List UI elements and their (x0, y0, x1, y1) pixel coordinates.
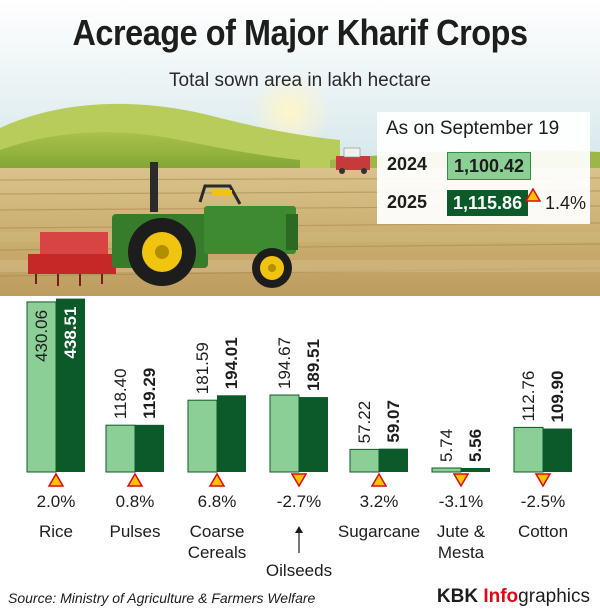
change-label: -3.1% (439, 492, 483, 511)
data-label: 438.51 (61, 307, 80, 359)
category-label-line: Mesta (438, 543, 485, 562)
summary-year-2024: 2024 (387, 154, 428, 174)
bar (187, 399, 218, 473)
category-label: Oilseeds (266, 561, 332, 580)
field-strip (0, 232, 600, 242)
category-label-line: Sugarcane (338, 522, 420, 541)
bar (217, 395, 246, 472)
summary-as-on-label: As on September 19 (386, 118, 560, 139)
brand-info: Info (483, 586, 519, 607)
summary-up-triangle-icon (525, 188, 541, 202)
data-label: 57.22 (355, 401, 374, 444)
change-label: 3.2% (360, 492, 399, 511)
data-label: 5.56 (466, 429, 485, 462)
bar (26, 301, 57, 473)
data-label: 119.29 (140, 368, 159, 419)
combine-harvester (336, 147, 370, 174)
category-label-line: Jute & (437, 522, 486, 541)
bar-chart: 430.06 438.51 2.0% Rice 118.40 119.29 0.8% Puls… (26, 298, 572, 580)
category-label-line: Cotton (518, 522, 568, 541)
data-label: 189.51 (304, 339, 323, 391)
change-label: 6.8% (198, 492, 237, 511)
brand-kbk: KBK (436, 586, 484, 607)
category-label-line: Pulses (109, 522, 160, 541)
up-triangle-icon (47, 472, 65, 487)
bar (349, 448, 380, 473)
data-label: 59.07 (384, 400, 403, 443)
bar (513, 426, 544, 473)
down-triangle-icon (534, 473, 552, 488)
summary-panel: As on September 19 2024 1,100.42 2025 1,… (377, 112, 590, 224)
data-label: 181.59 (193, 342, 212, 394)
page-subtitle: Total sown area in lakh hectare (169, 70, 431, 91)
up-triangle-icon (126, 472, 144, 487)
category-label: Sugarcane (338, 522, 420, 541)
brand-logo: KBK Infographics (437, 586, 590, 608)
bar (105, 424, 136, 473)
bar (543, 428, 572, 472)
summary-change: 1.4% (545, 193, 587, 213)
data-label: 112.76 (519, 371, 538, 422)
category-label-line: Rice (39, 522, 73, 541)
brand-graphics: graphics (518, 586, 590, 607)
source-note: Source: Ministry of Agriculture & Farmer… (8, 590, 316, 606)
change-label: -2.5% (521, 492, 565, 511)
bar (431, 467, 462, 473)
category-label-line: Cereals (188, 543, 247, 562)
down-triangle-icon (290, 473, 308, 488)
category-label: Coarse Cereals (188, 522, 247, 562)
change-label: 2.0% (37, 492, 76, 511)
bar (135, 424, 164, 472)
data-label: 118.40 (111, 368, 130, 419)
footer: Source: Ministry of Agriculture & Farmer… (0, 586, 600, 616)
up-triangle-icon (208, 472, 226, 487)
up-triangle-icon (370, 472, 388, 487)
change-label: 0.8% (116, 492, 155, 511)
data-label: 194.01 (222, 337, 241, 389)
change-label: -2.7% (277, 492, 321, 511)
bar (379, 448, 408, 472)
data-label: 194.67 (275, 337, 294, 389)
bar (269, 394, 300, 473)
bar (299, 397, 328, 472)
bar (56, 298, 85, 472)
category-label: Rice (39, 522, 73, 541)
summary-value-2025: 1,115.86 (447, 190, 529, 216)
category-label: Jute & Mesta (437, 522, 486, 562)
tractor (28, 162, 298, 288)
hill-front (0, 132, 300, 172)
category-label: Pulses (109, 522, 160, 541)
data-label: 109.90 (548, 371, 567, 423)
down-triangle-icon (452, 473, 470, 488)
summary-year-2025: 2025 (387, 192, 428, 212)
pointer-arrow-icon (295, 526, 303, 533)
category-label-line: Coarse (190, 522, 245, 541)
summary-value-2024: 1,100.42 (447, 152, 532, 180)
bar (461, 468, 490, 472)
data-label: 5.74 (437, 429, 456, 462)
category-label: Cotton (518, 522, 568, 541)
data-label: 430.06 (32, 310, 51, 362)
page-title: Acreage of Major Kharif Crops (72, 12, 528, 53)
